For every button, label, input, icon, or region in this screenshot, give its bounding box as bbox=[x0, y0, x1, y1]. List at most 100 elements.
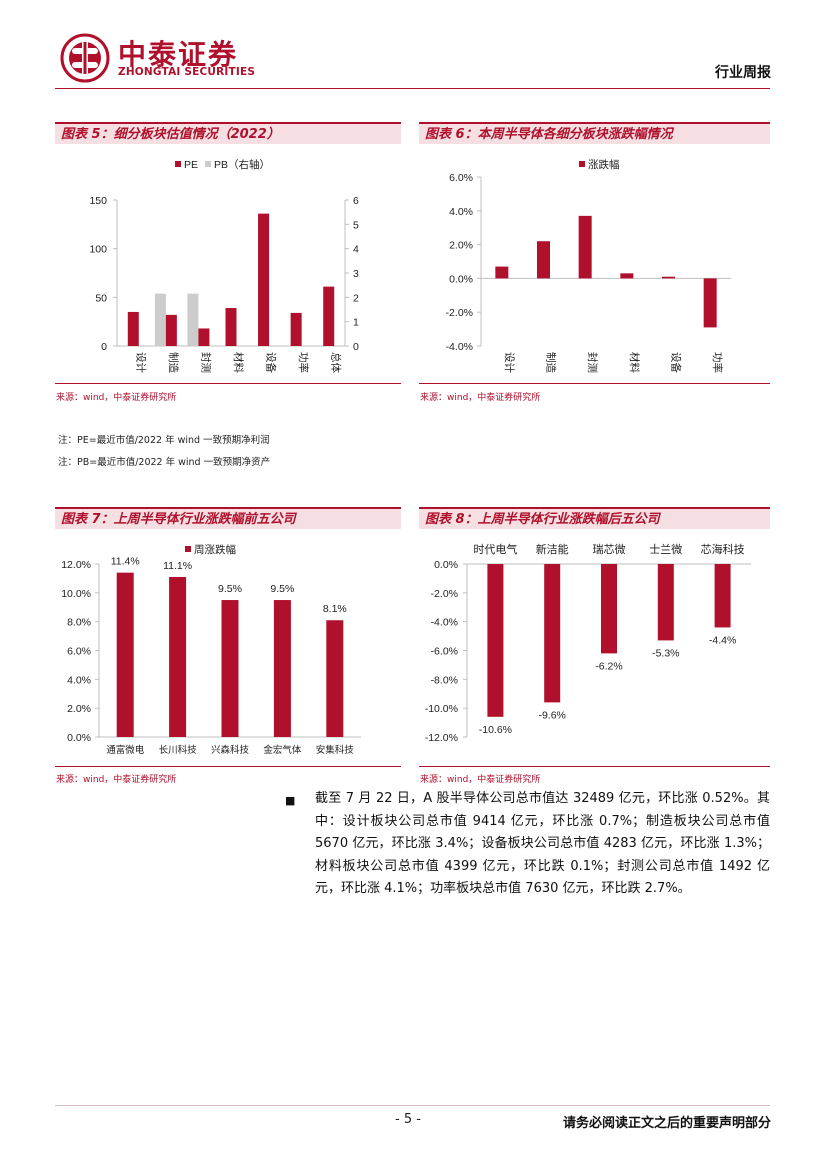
report-type-label: 行业周报 bbox=[715, 65, 771, 81]
fig5-legend-swatch-pe bbox=[175, 161, 181, 167]
fig7-x-tick-label: 长川科技 bbox=[159, 744, 198, 756]
fig8-x-tick-label: 瑞芯微 bbox=[593, 542, 626, 556]
fig6-bar bbox=[495, 266, 509, 279]
fig5-note-pe: 注：PE=最近市值/2022 年 wind 一致预期净利润 bbox=[58, 435, 270, 446]
fig5-note-pb: 注：PB=最近市值/2022 年 wind 一致预期净资产 bbox=[58, 457, 271, 468]
fig5-title: 图表 5：细分板块估值情况（2022） bbox=[55, 122, 401, 144]
fig5-x-tick-label: 功率 bbox=[297, 352, 310, 373]
fig8-bar bbox=[657, 564, 674, 641]
fig6-y-tick-label: 4.0% bbox=[449, 206, 473, 218]
fig5-y-tick-label: 100 bbox=[89, 244, 107, 256]
bullet-marker: ■ bbox=[285, 794, 296, 807]
fig6-legend-label: 涨跌幅 bbox=[588, 158, 620, 171]
fig7-x-tick-label: 金宏气体 bbox=[263, 744, 302, 756]
fig7-bar bbox=[326, 620, 344, 737]
fig7-source: 来源：wind，中泰证券研究所 bbox=[56, 775, 177, 785]
fig8-x-tick-label: 士兰微 bbox=[649, 542, 682, 556]
fig5-y2-tick-label: 0 bbox=[353, 341, 359, 353]
fig7-legend-label: 周涨跌幅 bbox=[194, 543, 236, 556]
fig8-data-label: -5.3% bbox=[652, 647, 679, 659]
fig7-y-tick-label: 4.0% bbox=[67, 674, 91, 686]
fig5-y-tick-label: 50 bbox=[95, 292, 107, 304]
fig5-y-tick-label: 150 bbox=[89, 195, 107, 207]
fig7-data-label: 11.1% bbox=[163, 560, 192, 572]
fig7-bar bbox=[221, 600, 239, 737]
company-logo-icon bbox=[60, 33, 110, 83]
fig8-y-tick-label: 0.0% bbox=[434, 559, 458, 571]
fig8-data-label: -6.2% bbox=[595, 660, 622, 672]
fig8-chart: -12.0% -10.0% -8.0% -6.0% -4.0% -2.0% 0.0% -10.… bbox=[425, 542, 751, 744]
fig8-data-label: -10.6% bbox=[479, 724, 512, 736]
fig5-bar-pb bbox=[154, 293, 166, 346]
fig7-y-tick-label: 6.0% bbox=[67, 646, 91, 658]
fig5-chart: 0 50 100 150 0 1 2 3 4 5 6 设计 制造 封测 材料 设备 功率 总体 PE PB（右轴） bbox=[89, 158, 359, 373]
fig5-y2-tick-label: 6 bbox=[353, 195, 359, 207]
fig6-y-tick-label: 2.0% bbox=[449, 240, 473, 252]
fig7-bottom-rule bbox=[55, 766, 401, 767]
fig7-x-tick-label: 通富微电 bbox=[106, 744, 145, 756]
fig6-y-tick-label: -2.0% bbox=[446, 307, 473, 319]
logo-text-cn: 中泰证券 bbox=[118, 38, 239, 71]
fig8-x-tick-label: 时代电气 bbox=[473, 542, 517, 556]
fig8-bar bbox=[601, 564, 617, 654]
fig7-y-tick-label: 0.0% bbox=[67, 732, 91, 744]
fig5-bar-pe bbox=[127, 311, 139, 346]
fig8-y-tick-label: -8.0% bbox=[431, 674, 458, 686]
fig5-bar-pe bbox=[165, 314, 177, 346]
fig5-bar-pe bbox=[290, 312, 302, 346]
fig7-data-label: 9.5% bbox=[218, 583, 242, 595]
header-divider bbox=[55, 88, 770, 89]
fig5-x-tick-label: 封测 bbox=[199, 352, 212, 373]
fig7-chart: 0.0% 2.0% 4.0% 6.0% 8.0% 10.0% 12.0% 11.4% 通富微电 1… bbox=[61, 543, 361, 756]
logo-text-en: ZHONGTAI SECURITIES bbox=[118, 66, 256, 78]
fig5-source: 来源：wind，中泰证券研究所 bbox=[56, 393, 177, 403]
disclaimer-text: 请务必阅读正文之后的重要声明部分 bbox=[562, 1116, 771, 1131]
fig8-x-tick-label: 新洁能 bbox=[536, 542, 569, 556]
fig5-y2-tick-label: 4 bbox=[353, 244, 359, 256]
fig7-y-tick-label: 8.0% bbox=[67, 617, 91, 629]
fig7-x-tick-label: 安集科技 bbox=[316, 744, 355, 756]
fig7-bar bbox=[116, 572, 134, 737]
fig7-bar bbox=[273, 600, 291, 737]
fig7-data-label: 9.5% bbox=[270, 583, 294, 595]
fig6-bar bbox=[578, 215, 592, 279]
fig5-y2-tick-label: 3 bbox=[353, 268, 359, 280]
fig7-y-tick-label: 10.0% bbox=[61, 588, 91, 600]
fig6-y-tick-label: 0.0% bbox=[449, 273, 473, 285]
fig6-legend-swatch bbox=[579, 161, 585, 167]
fig5-x-tick-label: 制造 bbox=[167, 352, 180, 373]
fig6-bar bbox=[620, 273, 634, 279]
fig7-legend-swatch bbox=[185, 546, 191, 552]
fig8-y-tick-label: -4.0% bbox=[431, 617, 458, 629]
fig8-y-tick-label: -6.0% bbox=[431, 646, 458, 658]
fig6-x-tick-label: 设备 bbox=[670, 352, 683, 373]
fig6-x-tick-label: 功率 bbox=[711, 352, 724, 373]
fig5-bar-pe bbox=[225, 308, 237, 346]
fig5-bar-pe bbox=[198, 328, 210, 346]
fig8-y-tick-label: -10.0% bbox=[425, 703, 458, 715]
fig8-bar bbox=[714, 564, 731, 628]
fig6-bar bbox=[662, 276, 675, 279]
fig5-x-tick-label: 设计 bbox=[134, 352, 147, 373]
fig7-data-label: 11.4% bbox=[111, 556, 140, 568]
fig8-bar bbox=[544, 564, 561, 703]
fig8-y-tick-label: -2.0% bbox=[431, 588, 458, 600]
fig5-y-tick-label: 0 bbox=[101, 341, 107, 353]
fig6-x-tick-label: 设计 bbox=[503, 352, 516, 373]
fig7-title: 图表 7：上周半导体行业涨跌幅前五公司 bbox=[55, 507, 401, 529]
fig8-bar bbox=[487, 564, 504, 717]
fig8-bottom-rule bbox=[419, 766, 770, 767]
fig8-source: 来源：wind，中泰证券研究所 bbox=[420, 775, 541, 785]
fig8-x-tick-label: 芯海科技 bbox=[701, 542, 745, 556]
fig5-legend-label-pb: PB（右轴） bbox=[214, 158, 270, 171]
fig7-y-tick-label: 12.0% bbox=[61, 559, 91, 571]
fig6-y-tick-label: -4.0% bbox=[446, 341, 473, 353]
fig8-data-label: -9.6% bbox=[538, 709, 565, 721]
fig6-x-tick-label: 制造 bbox=[545, 352, 558, 373]
fig5-x-tick-label: 设备 bbox=[265, 352, 278, 373]
fig5-legend-label-pe: PE bbox=[184, 159, 198, 171]
fig6-chart: -4.0% -2.0% 0.0% 2.0% 4.0% 6.0% 设计 制造 封测 材料 设备 功率 涨跌… bbox=[446, 158, 731, 373]
fig6-bar bbox=[537, 241, 550, 279]
fig5-x-tick-label: 材料 bbox=[232, 352, 245, 373]
market-cap-paragraph: 截至 7 月 22 日，A 股半导体公司总市值达 32489 亿元，环比涨 0.… bbox=[315, 791, 770, 896]
